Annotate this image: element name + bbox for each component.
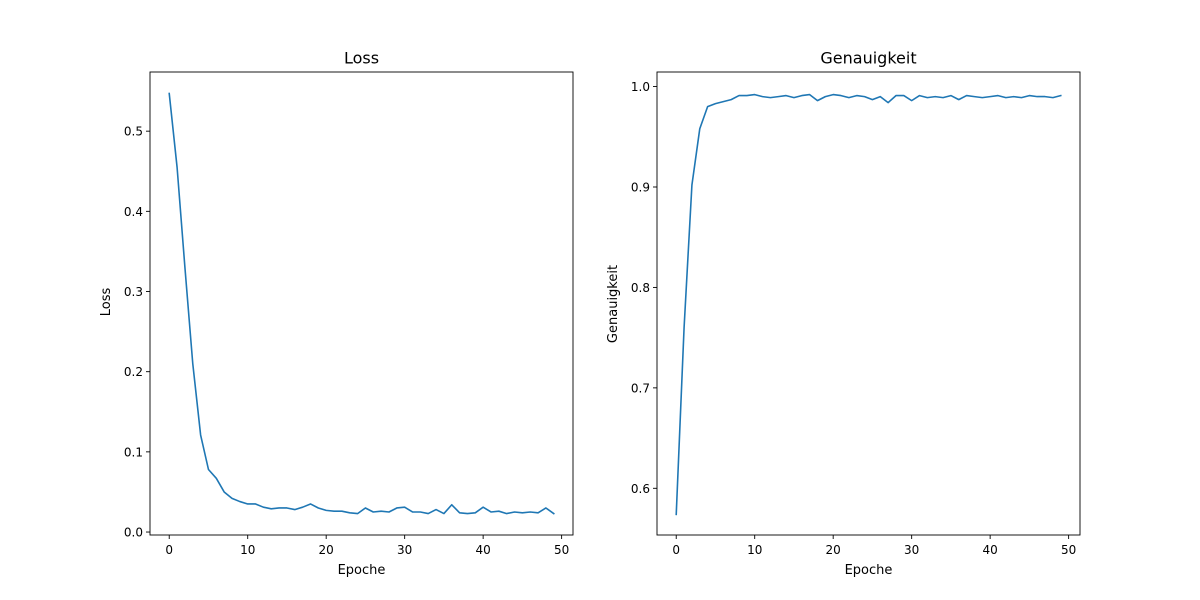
accuracy-chart: 0 10 20 30 40 50 0.6 0.7 0.8 0.9 1.0 Genauigkeit E… [606,49,1081,578]
accuracy-y-tick-label: 0.8 [631,281,650,295]
accuracy-y-tick-label: 1.0 [631,80,650,94]
accuracy-series-line [675,93,1062,516]
loss-chart: 0 10 20 30 40 50 0.0 0.1 0.2 0.3 0.4 0.5 Loss Epoch… [99,49,574,578]
loss-ticks: 0 10 20 30 40 50 0.0 0.1 0.2 0.3 0.4 0.5 [124,125,569,557]
loss-y-tick-label: 0.0 [124,526,143,540]
loss-y-tick-label: 0.5 [124,125,143,139]
accuracy-x-tick-label: 30 [904,543,919,557]
accuracy-y-tick-label: 0.6 [631,482,650,496]
loss-x-axis-label: Epoche [338,563,386,578]
accuracy-y-tick-label: 0.7 [631,381,650,395]
loss-x-tick-label: 50 [554,543,569,557]
accuracy-axes-frame [656,71,1081,536]
loss-x-tick-label: 10 [240,543,255,557]
loss-x-tick-label: 30 [397,543,412,557]
accuracy-ticks: 0 10 20 30 40 50 0.6 0.7 0.8 0.9 1.0 [631,80,1076,557]
loss-x-tick-label: 40 [476,543,491,557]
loss-chart-title: Loss [344,49,379,68]
loss-y-tick-label: 0.1 [124,445,143,459]
accuracy-x-tick-label: 0 [672,543,680,557]
accuracy-x-tick-label: 50 [1061,543,1076,557]
accuracy-y-axis-label: Genauigkeit [606,265,621,343]
loss-x-tick-label: 0 [165,543,173,557]
accuracy-x-tick-label: 40 [983,543,998,557]
loss-y-tick-label: 0.4 [124,205,143,219]
loss-y-tick-label: 0.3 [124,285,143,299]
accuracy-plot-area [656,71,1081,536]
loss-axes-frame [149,71,574,536]
loss-y-tick-label: 0.2 [124,365,143,379]
loss-x-tick-label: 20 [319,543,334,557]
accuracy-x-tick-label: 20 [826,543,841,557]
accuracy-chart-title: Genauigkeit [820,49,916,68]
accuracy-x-tick-label: 10 [747,543,762,557]
loss-plot-area [149,71,574,536]
accuracy-x-axis-label: Epoche [845,563,893,578]
loss-y-axis-label: Loss [99,288,114,317]
loss-series-line [168,92,555,515]
accuracy-y-tick-label: 0.9 [631,180,650,194]
